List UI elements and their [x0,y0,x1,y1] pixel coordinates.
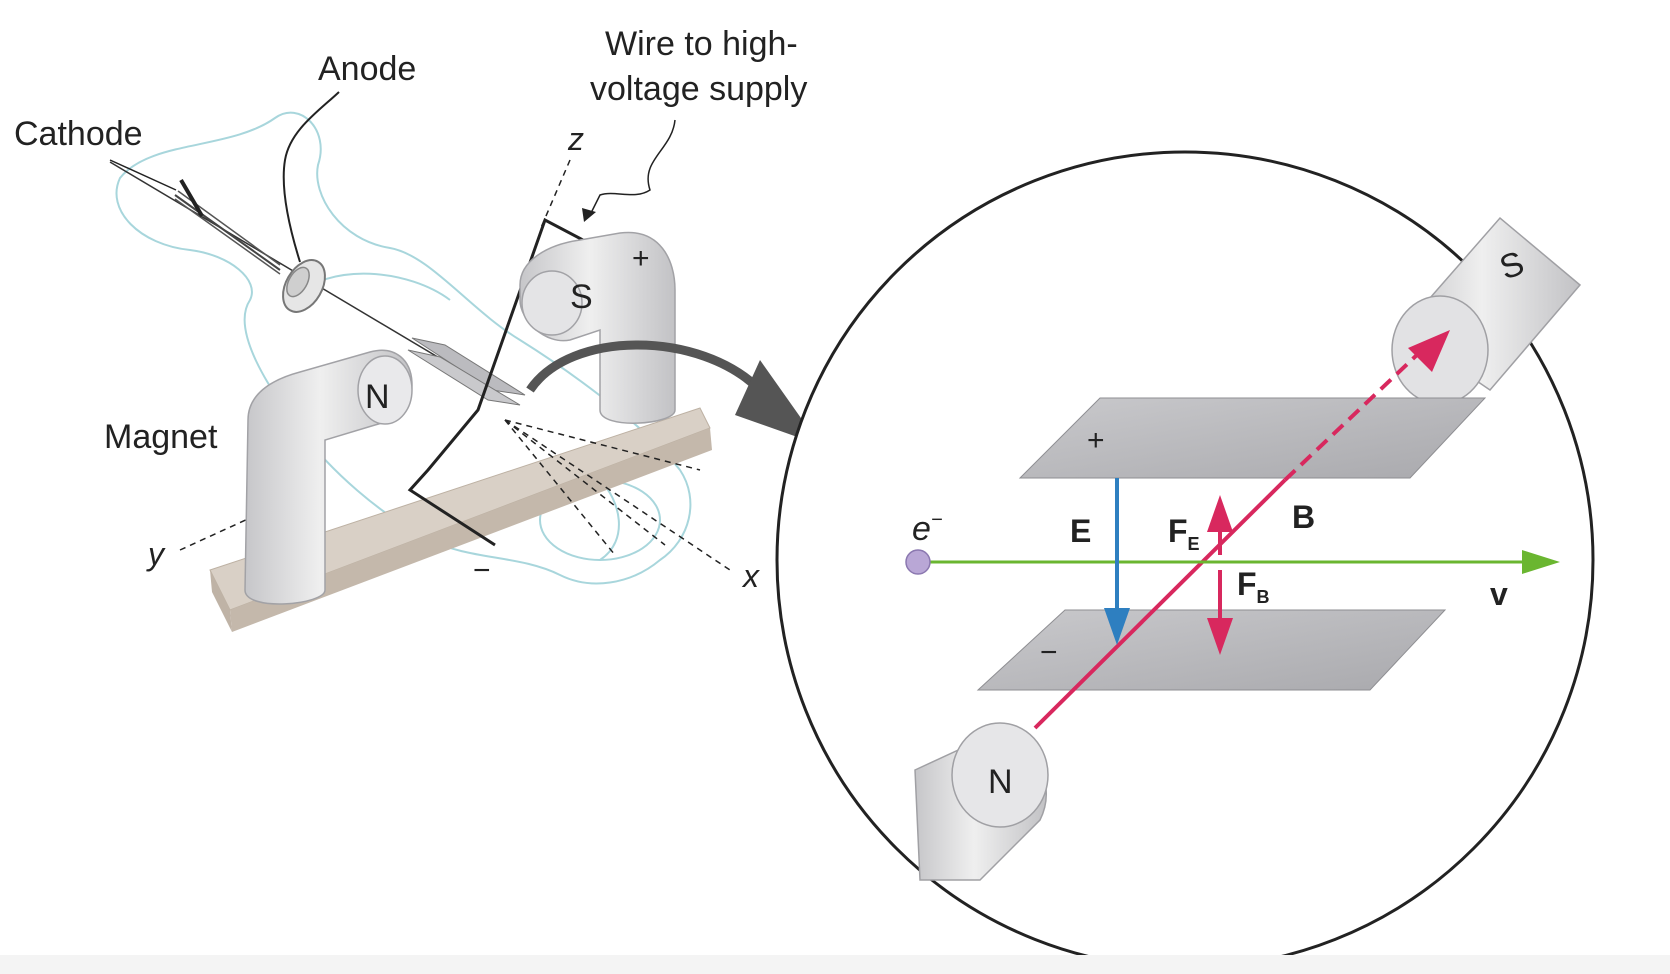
axis-y-line [179,517,251,551]
b-field-vector [1033,330,1450,730]
cathode-label: Cathode [14,115,143,153]
axis-z-label: z [567,121,584,157]
magnet-north-label: N [365,378,390,416]
axis-y-label: y [146,536,166,572]
inset-plate-positive [1018,397,1487,479]
apparatus [109,91,820,632]
inset-plus-label: + [1087,424,1105,457]
inset-magnet-north [914,722,1049,881]
wire-label-line1: Wire to high- [605,25,798,63]
apparatus-labels: Anode Cathode Wire to high- voltage supp… [14,25,807,594]
e-field-label: E [1070,513,1091,549]
plate-plus-label: + [632,242,650,275]
velocity-vector [925,550,1560,574]
high-voltage-wire [407,217,641,547]
deflection-plates-small [407,337,526,406]
force-e-vector [1207,495,1233,555]
magnet-label: Magnet [104,418,218,456]
force-e-label: FE [1168,513,1200,554]
inset-minus-label: − [1040,636,1058,669]
magnet-south-label: S [570,278,593,316]
b-field-label: B [1292,499,1315,535]
zoom-arrow [526,340,820,445]
cathode-electrode [174,178,281,275]
magnet-north [244,349,413,605]
bottom-strip [0,955,1670,974]
axis-z-line [539,159,571,231]
anode-label: Anode [318,50,416,88]
inset-labels: + − N S e− E FE B FB v [912,244,1529,801]
inset-detail [775,150,1595,970]
crt-tube-outline [115,111,692,585]
wire-label-line2: voltage supply [590,70,807,108]
beam-spread-lines [504,419,731,571]
force-b-label: FB [1237,566,1270,607]
e-field-vector [1104,478,1130,645]
velocity-label: v [1490,576,1508,612]
inset-north-label: N [988,763,1013,801]
electron-label: e− [912,509,943,548]
axis-x-label: x [741,558,760,594]
plate-minus-label: − [473,554,491,587]
force-b-vector [1207,570,1233,655]
anode-electrode [282,259,326,313]
magnet-south [519,231,676,424]
electron-particle [905,549,931,575]
